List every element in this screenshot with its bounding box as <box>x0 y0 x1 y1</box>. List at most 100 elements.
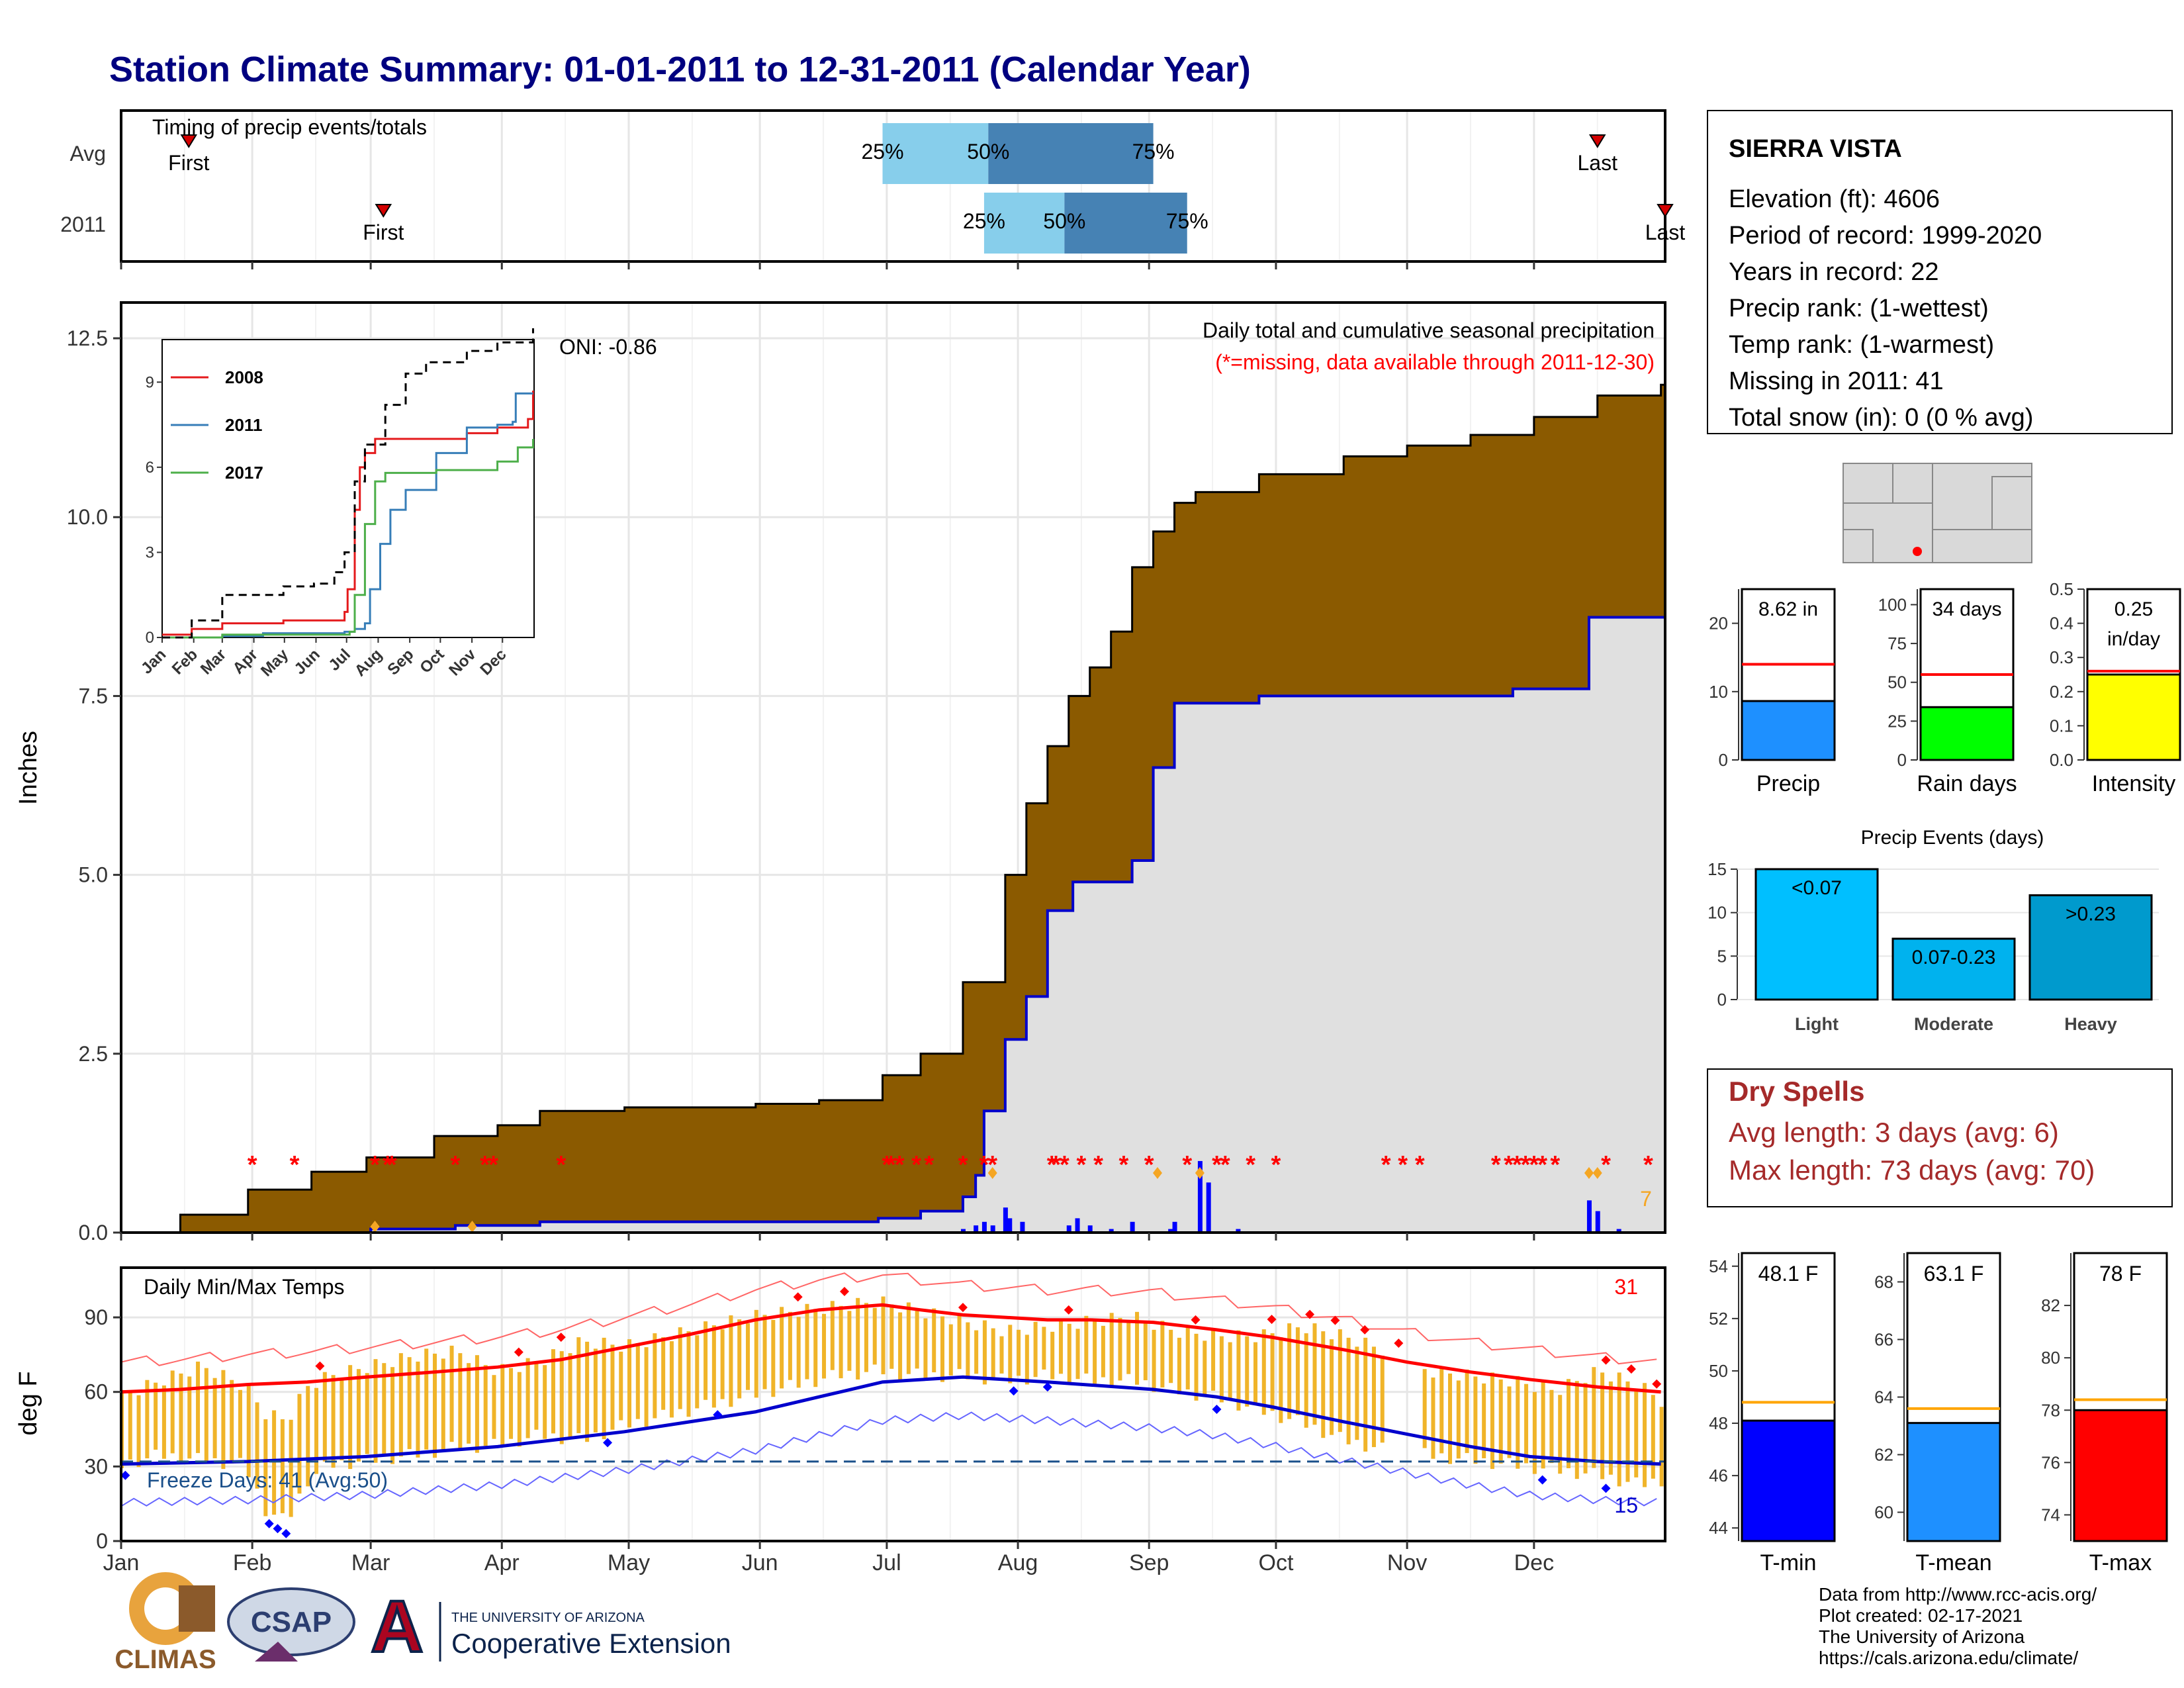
record-low-marker <box>264 1519 274 1528</box>
record-low-marker <box>713 1410 723 1420</box>
daily-temp-bar <box>619 1351 623 1421</box>
event-marker <box>370 1221 380 1233</box>
daily-temp-bar <box>1194 1333 1199 1401</box>
daily-temp-bar <box>1558 1395 1563 1474</box>
daily-temp-bar <box>653 1333 657 1419</box>
daily-temp-bar <box>830 1301 835 1370</box>
climas-logo: CLIMAS <box>114 1572 216 1674</box>
daily-temp-bar <box>923 1318 928 1379</box>
daily-temp-bar <box>1473 1376 1478 1464</box>
daily-temp-bar <box>1482 1383 1486 1458</box>
daily-temp-bar <box>982 1320 987 1385</box>
missing-day-star: * <box>1051 1151 1061 1179</box>
daily-temp-bar <box>576 1337 581 1434</box>
daily-temp-bar <box>940 1316 945 1382</box>
daily-temp-bar <box>517 1372 522 1447</box>
cumulative-2011-area <box>121 617 1665 1233</box>
daily-temp-bar <box>161 1385 166 1459</box>
daily-temp-bar <box>1465 1369 1469 1454</box>
daily-temp-bar <box>154 1382 158 1450</box>
summary-value-label: 8.62 in <box>1758 598 1818 620</box>
daily-temp-bar <box>1185 1327 1190 1389</box>
daily-temp-bar <box>1126 1323 1131 1374</box>
inset-line-2011 <box>162 392 533 639</box>
daily-temp-bar <box>1634 1390 1639 1477</box>
timing-bar-25-50 <box>882 123 989 184</box>
daily-temp-bar <box>568 1353 572 1439</box>
summary-ytick-label: 100 <box>1878 594 1907 614</box>
daily-temp-bar <box>999 1336 1004 1374</box>
missing-day-star: * <box>1271 1151 1281 1179</box>
daily-temp-bar <box>847 1311 852 1371</box>
missing-day-star: * <box>1220 1151 1230 1179</box>
daily-temp-bar <box>424 1348 429 1450</box>
missing-day-star: * <box>1415 1151 1425 1179</box>
temp-summary-ytick-label: 44 <box>1709 1518 1728 1538</box>
daily-temp-bar <box>1380 1355 1385 1443</box>
summary-ytick-label: 75 <box>1888 633 1907 653</box>
dry-spells-max: Max length: 73 days (avg: 70) <box>1729 1154 2095 1186</box>
timing-panel: Timing of precip events/totals Avg 2011 … <box>60 109 1685 263</box>
record-high-marker <box>1652 1379 1662 1389</box>
climas-text: CLIMAS <box>114 1645 216 1674</box>
temp-summary-ytick-label: 60 <box>1874 1503 1893 1523</box>
month-label: May <box>608 1550 650 1575</box>
daily-temp-bar <box>458 1353 463 1451</box>
station-info-line: Total snow (in): 0 (0 % avg) <box>1729 404 2033 432</box>
daily-temp-bar <box>1600 1372 1605 1479</box>
daily-temp-bar <box>627 1339 632 1428</box>
tmax-avg-line <box>120 1303 1661 1394</box>
missing-day-star: * <box>1537 1151 1547 1179</box>
daily-temp-bar <box>1295 1327 1300 1415</box>
event-marker <box>1592 1166 1602 1179</box>
missing-day-star: * <box>1077 1151 1087 1179</box>
event-bar-label: Heavy <box>2064 1014 2117 1034</box>
dry-spells-avg: Avg length: 3 days (avg: 6) <box>1729 1117 2059 1148</box>
event-marker <box>1152 1166 1162 1179</box>
daily-temp-bar <box>1507 1386 1512 1458</box>
daily-temp-bar <box>805 1303 809 1380</box>
daily-temp-bar <box>635 1343 640 1419</box>
missing-day-star: * <box>451 1151 461 1179</box>
daily-temp-bar <box>1017 1329 1021 1376</box>
daily-temp-bar <box>1042 1327 1046 1370</box>
daily-temp-bar <box>1321 1331 1326 1438</box>
missing-day-star: * <box>1212 1151 1222 1179</box>
dry-spells-box: Dry Spells Avg length: 3 days (avg: 6) M… <box>1707 1068 2173 1207</box>
month-label: Dec <box>1514 1550 1554 1575</box>
daily-temp-bar <box>263 1419 268 1517</box>
ua-small-text: THE UNIVERSITY OF ARIZONA <box>451 1611 645 1625</box>
daily-temp-bar <box>543 1365 547 1439</box>
daily-temp-bar <box>1135 1311 1140 1385</box>
missing-day-star: * <box>1144 1151 1154 1179</box>
summary-bar-rain_days <box>1919 706 2015 761</box>
missing-day-star: * <box>387 1151 397 1179</box>
daily-temp-bar <box>1067 1323 1071 1385</box>
daily-temp-bar <box>467 1363 471 1444</box>
events-ytick-label: 10 <box>1707 903 1727 923</box>
daily-temp-bar <box>932 1308 936 1373</box>
missing-day-star: * <box>1047 1151 1057 1179</box>
timing-pct-label: 50% <box>1043 209 1085 233</box>
month-label: Jul <box>872 1550 901 1575</box>
station-info-line: Elevation (ft): 4606 <box>1729 185 1940 213</box>
missing-day-star: * <box>1521 1151 1531 1179</box>
temp-bar-label: T-min <box>1760 1550 1817 1575</box>
daily-temp-bar <box>1160 1321 1165 1387</box>
temp-summary-ytick-label: 76 <box>2041 1452 2060 1472</box>
daily-temp-bar <box>492 1375 496 1439</box>
first-event-label: First <box>363 220 404 244</box>
daily-temp-bar <box>1270 1333 1275 1411</box>
daily-temp-bar <box>128 1392 132 1460</box>
daily-temp-bar <box>1431 1377 1435 1459</box>
record-high-marker <box>1626 1364 1636 1374</box>
daily-temp-bar <box>230 1380 234 1464</box>
daily-temp-bar <box>1169 1329 1173 1383</box>
month-label: Oct <box>1259 1550 1294 1575</box>
event-bar-light <box>1754 868 1879 1001</box>
record-low-marker <box>120 1470 130 1480</box>
daily-temp-bar <box>398 1353 403 1457</box>
inset-line-avg <box>162 328 534 639</box>
daily-precip-bar <box>1075 1218 1080 1233</box>
